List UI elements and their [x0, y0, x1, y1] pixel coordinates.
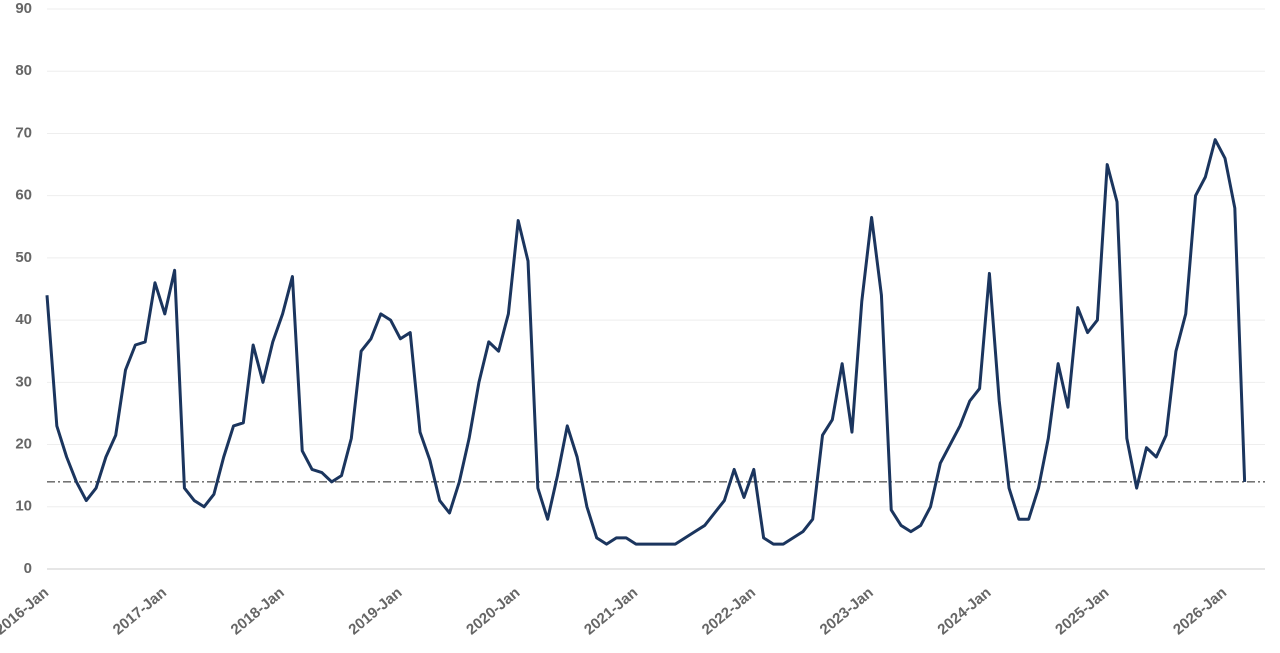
y-tick-label: 10 — [15, 498, 32, 515]
y-tick-label: 0 — [24, 560, 32, 577]
x-tick-label: 2018-Jan — [228, 584, 288, 638]
x-tick-label: 2017-Jan — [110, 584, 170, 638]
x-tick-label: 2026-Jan — [1170, 584, 1230, 638]
x-tick-label: 2025-Jan — [1052, 584, 1112, 638]
y-tick-label: 70 — [15, 124, 32, 141]
x-tick-label: 2019-Jan — [345, 584, 405, 638]
y-tick-label: 30 — [15, 373, 32, 390]
x-tick-label: 2020-Jan — [463, 584, 523, 638]
y-tick-label: 40 — [15, 311, 32, 328]
y-tick-label: 50 — [15, 249, 32, 266]
data-line — [45, 138, 1247, 546]
x-tick-label: 2024-Jan — [934, 584, 994, 638]
y-tick-label: 80 — [15, 62, 32, 79]
x-tick-label: 2022-Jan — [699, 584, 759, 638]
y-tick-label: 20 — [15, 436, 32, 453]
x-tick-label: 2021-Jan — [581, 584, 641, 638]
y-tick-label: 60 — [15, 187, 32, 204]
y-tick-label: 90 — [15, 0, 32, 17]
x-tick-label: 2023-Jan — [817, 584, 877, 638]
x-tick-label: 2016-Jan — [0, 584, 52, 638]
